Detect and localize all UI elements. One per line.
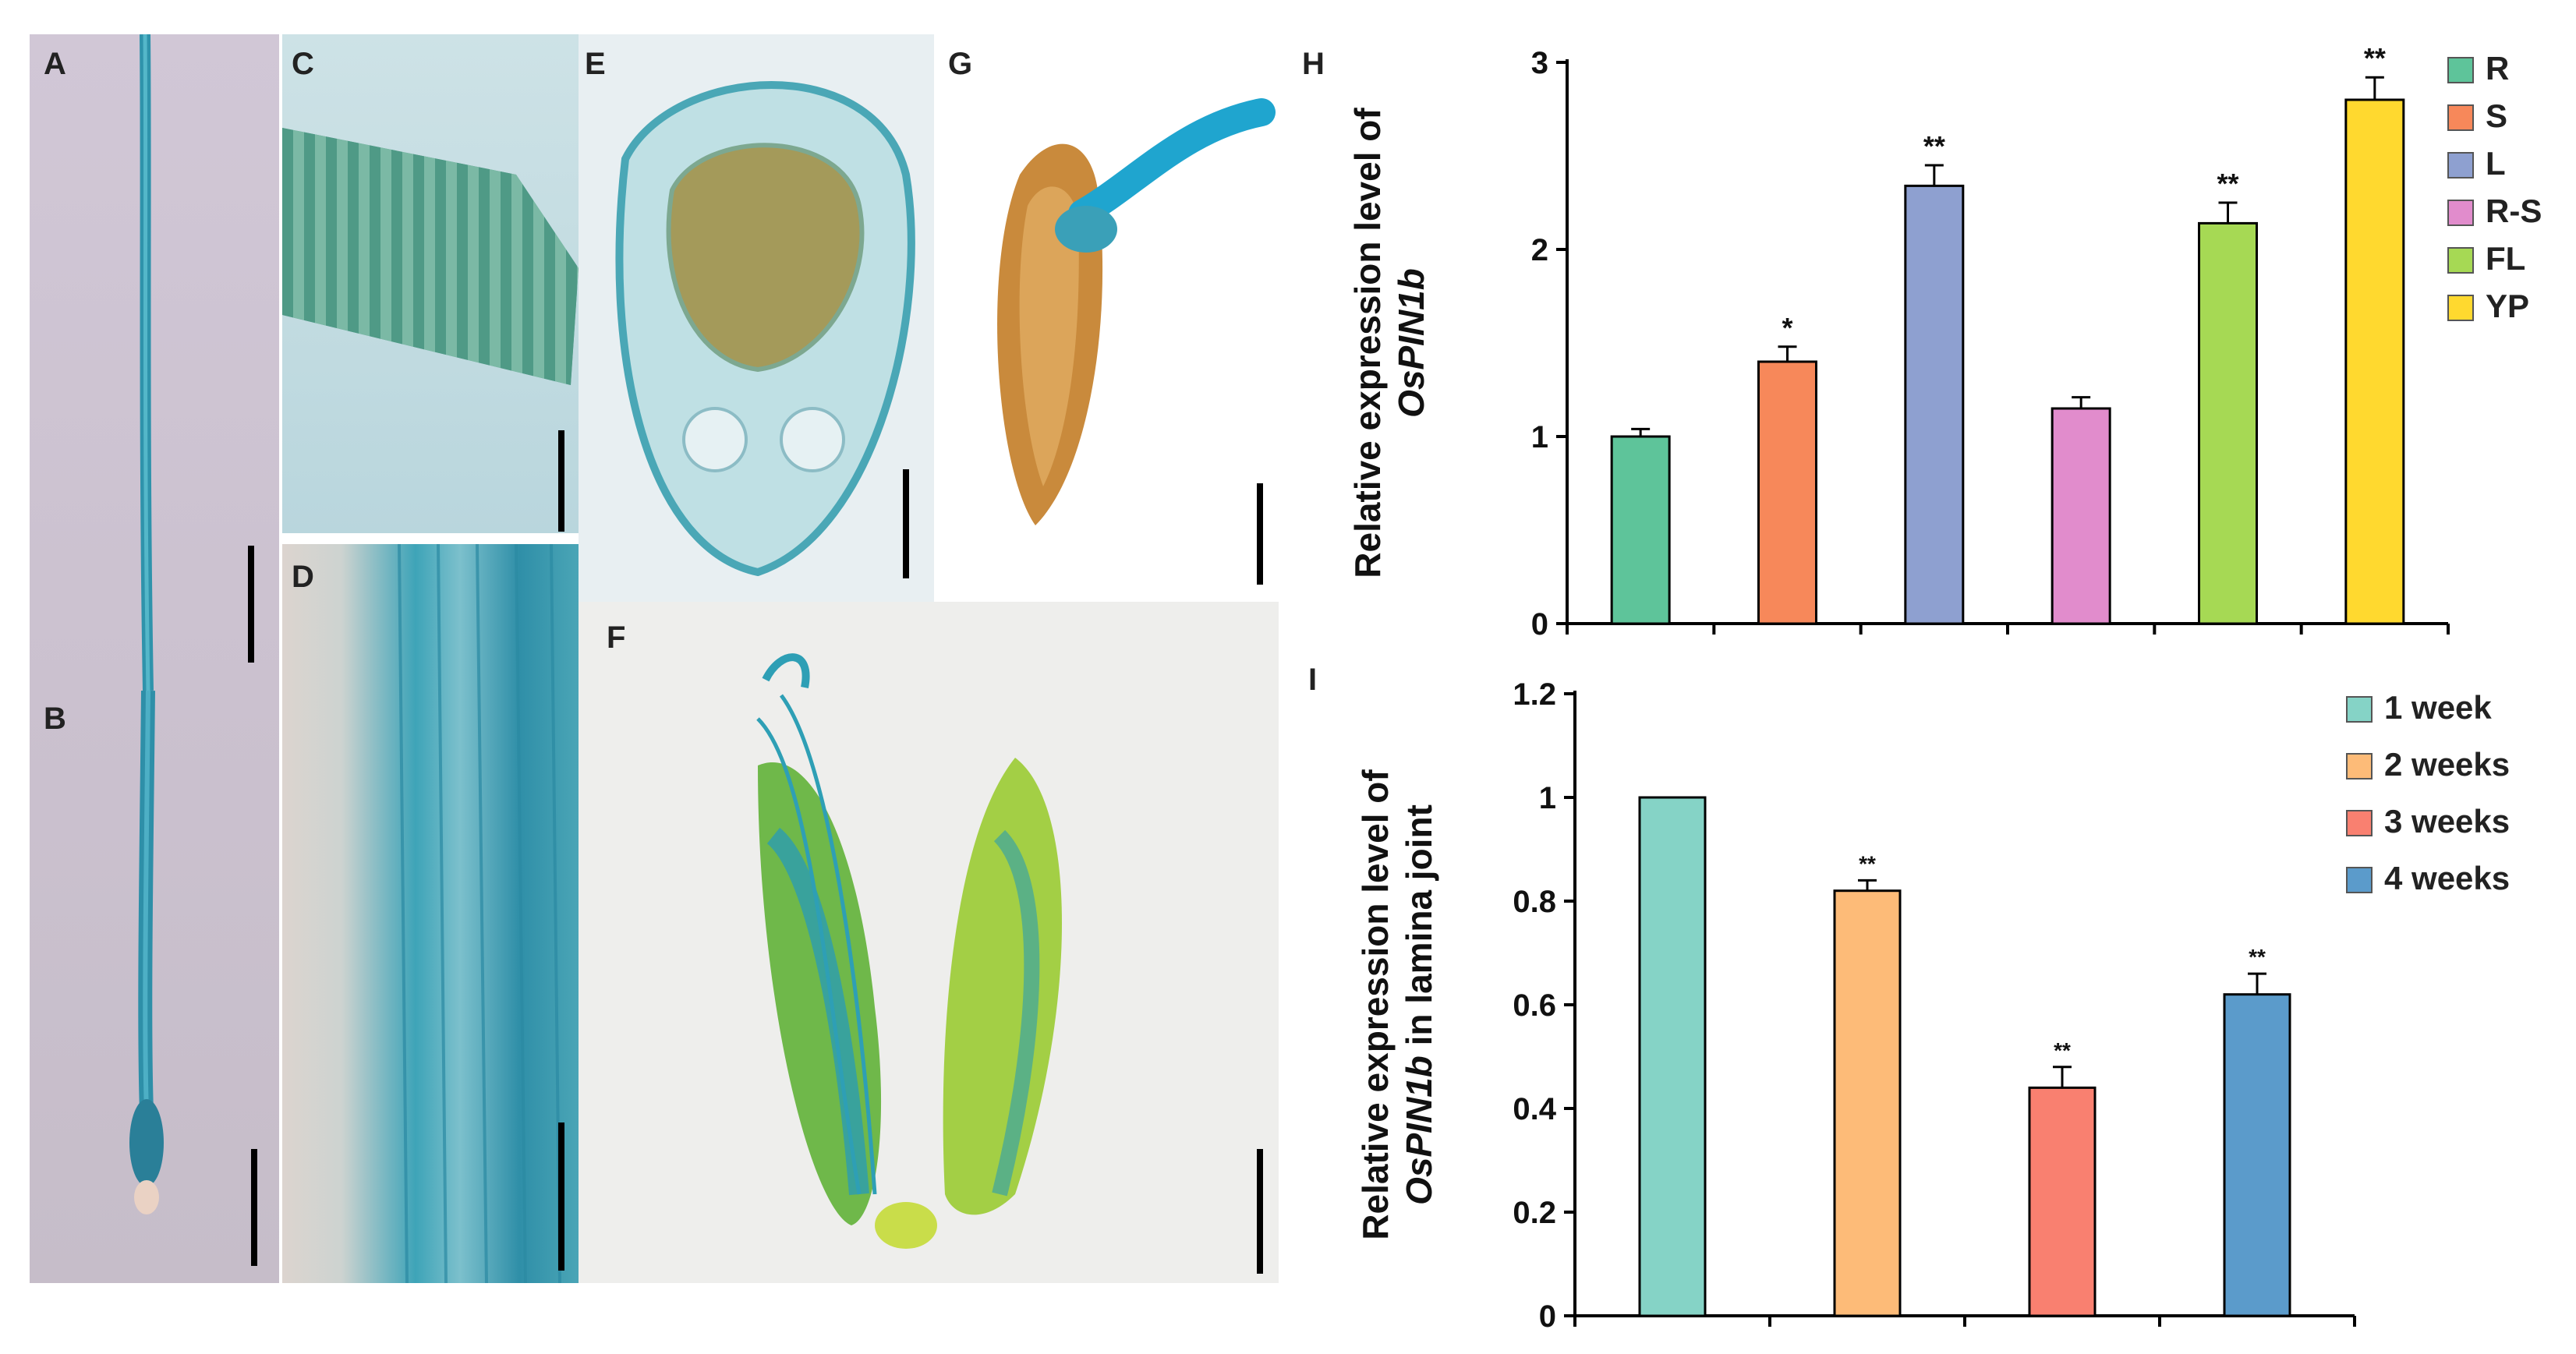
legend-swatch [2447, 104, 2474, 131]
y-tick-label: 1 [1531, 420, 1548, 454]
bar-4-weeks [2223, 993, 2291, 1317]
panel-label-f: F [607, 620, 626, 655]
y-axis-label-gene: OsPIN1b [1391, 268, 1431, 418]
scale-bar-c [558, 430, 564, 532]
significance-mark: ** [1923, 130, 1945, 162]
y-axis-label-line1: Relative expression level of [1355, 769, 1396, 1240]
panel-label-a: A [44, 47, 66, 81]
significance-mark: ** [2217, 168, 2238, 200]
legend-swatch [2447, 152, 2474, 179]
legend-swatch [2447, 200, 2474, 226]
bar-s [1757, 360, 1817, 625]
scale-bar-e [903, 469, 909, 578]
bar-yp [2344, 98, 2405, 625]
chart-i-lamina-joint-expression: 0 0.2 0.4 0.6 0.8 1 1.2 ** ** ** 1 week 2 weeks 3 we… [1355, 677, 2510, 1334]
legend-label: 4 weeks [2384, 860, 2510, 896]
y-axis-label-line2: OsPIN1b [1391, 268, 1431, 418]
scale-bar-a [248, 546, 254, 663]
scale-bar-f [1257, 1149, 1263, 1274]
y-tick-label: 3 [1531, 46, 1548, 80]
y-tick-label: 0.8 [1513, 885, 1556, 919]
scale-bar-d [558, 1122, 564, 1271]
panel-label-e: E [585, 47, 606, 81]
panel-label-i: I [1308, 663, 1318, 697]
germinating-seed-image [997, 98, 1276, 525]
bar-fl [2198, 221, 2258, 625]
y-axis-label-suffix: in lamina joint [1399, 804, 1439, 1055]
panel-label-d: D [292, 560, 314, 594]
legend-swatch [2346, 753, 2373, 780]
legend-label: S [2486, 97, 2507, 134]
panel-f-photo [579, 602, 1279, 1283]
legend-label: 3 weeks [2384, 803, 2510, 840]
legend-label: R [2486, 50, 2509, 87]
y-tick-label: 0.4 [1513, 1092, 1556, 1126]
bar-l [1904, 184, 1965, 625]
root-tip-image [140, 34, 154, 691]
panel-b-photo [30, 691, 279, 1283]
bar-1-week [1638, 796, 1707, 1317]
legend-label: FL [2486, 240, 2525, 277]
y-tick-label: 0 [1531, 607, 1548, 642]
leaf-sheath-image [398, 544, 561, 1283]
legend-label: YP [2486, 288, 2529, 324]
panel-d-photo [282, 544, 579, 1283]
panel-c-photo [282, 34, 579, 533]
y-axis-label: Relative expression level of OsPIN1b in l… [1355, 769, 1439, 1240]
legend-swatch [2346, 810, 2373, 836]
legend-label: 1 week [2384, 689, 2492, 726]
legend-swatch [2346, 696, 2373, 723]
panel-label-g: G [948, 47, 973, 81]
legend-label: R-S [2486, 193, 2542, 229]
y-axis-label-line1: Relative expression level of [1347, 108, 1388, 578]
panel-a-photo [30, 34, 279, 691]
scale-bar-b [251, 1149, 257, 1266]
legend-label: L [2486, 145, 2506, 182]
bar-2-weeks [1833, 889, 1902, 1317]
significance-mark: ** [2054, 1038, 2071, 1062]
spikelet-image [756, 653, 1062, 1249]
y-axis-label: Relative expression level of OsPIN1b [1347, 108, 1431, 578]
bar-r-s [2051, 407, 2111, 625]
bar-r [1610, 435, 1671, 625]
y-tick-label: 0 [1539, 1299, 1556, 1334]
significance-mark: * [1782, 312, 1792, 344]
legend-swatch [2346, 867, 2373, 893]
stem-cross-section-image [615, 81, 915, 577]
bar-3-weeks [2028, 1086, 2097, 1317]
panel-g-photo [934, 34, 1279, 602]
legend-swatch [2447, 295, 2474, 321]
legend-swatch [2447, 57, 2474, 83]
significance-mark: ** [1859, 851, 1876, 875]
significance-mark: ** [2249, 945, 2266, 969]
y-tick-label: 2 [1531, 233, 1548, 267]
y-tick-label: 1 [1539, 781, 1556, 815]
scale-bar-g [1257, 483, 1263, 585]
y-tick-label: 0.6 [1513, 988, 1556, 1023]
root-elongation-image [129, 691, 164, 1214]
panel-label-c: C [292, 47, 314, 81]
panel-label-b: B [44, 702, 66, 736]
y-axis-label-line2: OsPIN1b in lamina joint [1399, 804, 1439, 1205]
panel-label-h: H [1302, 47, 1325, 81]
stem-segment-image [282, 128, 579, 385]
y-tick-label: 1.2 [1513, 677, 1556, 712]
y-axis-label-gene: OsPIN1b [1399, 1055, 1439, 1205]
significance-mark: ** [2364, 42, 2386, 74]
legend-label: 2 weeks [2384, 746, 2510, 783]
panel-e-photo [579, 34, 934, 602]
legend-swatch [2447, 247, 2474, 274]
y-tick-label: 0.2 [1513, 1196, 1556, 1230]
